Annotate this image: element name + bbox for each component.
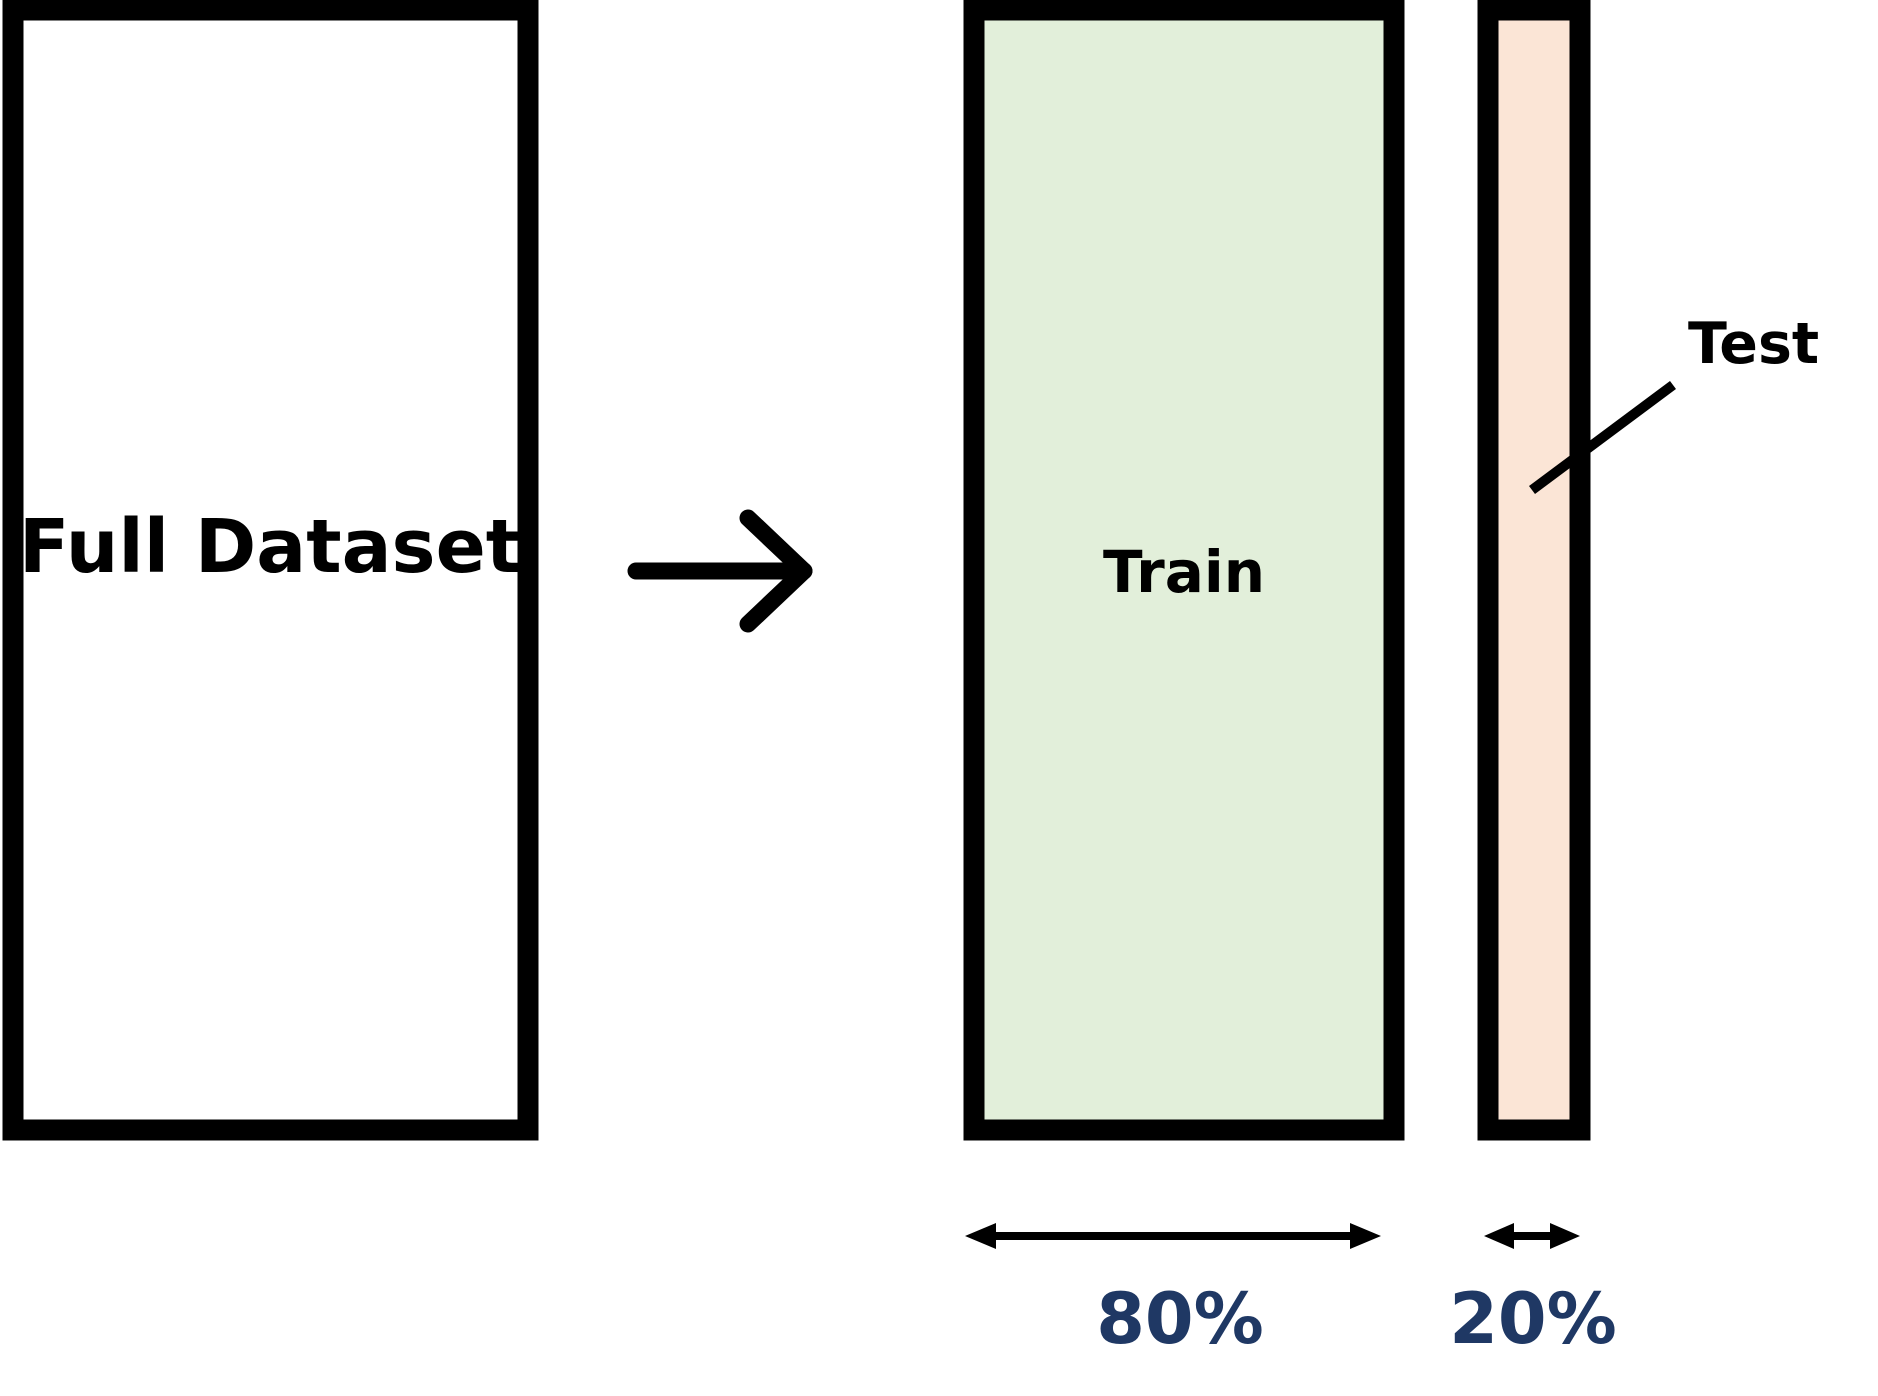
split-arrow-icon — [627, 509, 813, 633]
train-box — [963, 0, 1405, 1141]
train-label: Train — [1103, 538, 1265, 606]
test-width-arrow-icon — [1484, 1223, 1580, 1249]
test-percentage-label: 20% — [1449, 1278, 1617, 1360]
test-block — [1477, 0, 1591, 1141]
test-box — [1477, 0, 1591, 1141]
train-block: Train — [963, 0, 1405, 1141]
train-width-arrow-icon — [965, 1223, 1381, 1249]
test-callout-line — [1529, 380, 1676, 495]
train-percentage-label: 80% — [1096, 1278, 1264, 1360]
full-dataset-label: Full Dataset — [19, 504, 521, 590]
full-dataset-box — [2, 0, 539, 1141]
test-label: Test — [1688, 311, 1819, 377]
full-dataset-block: Full Dataset — [2, 0, 539, 1141]
